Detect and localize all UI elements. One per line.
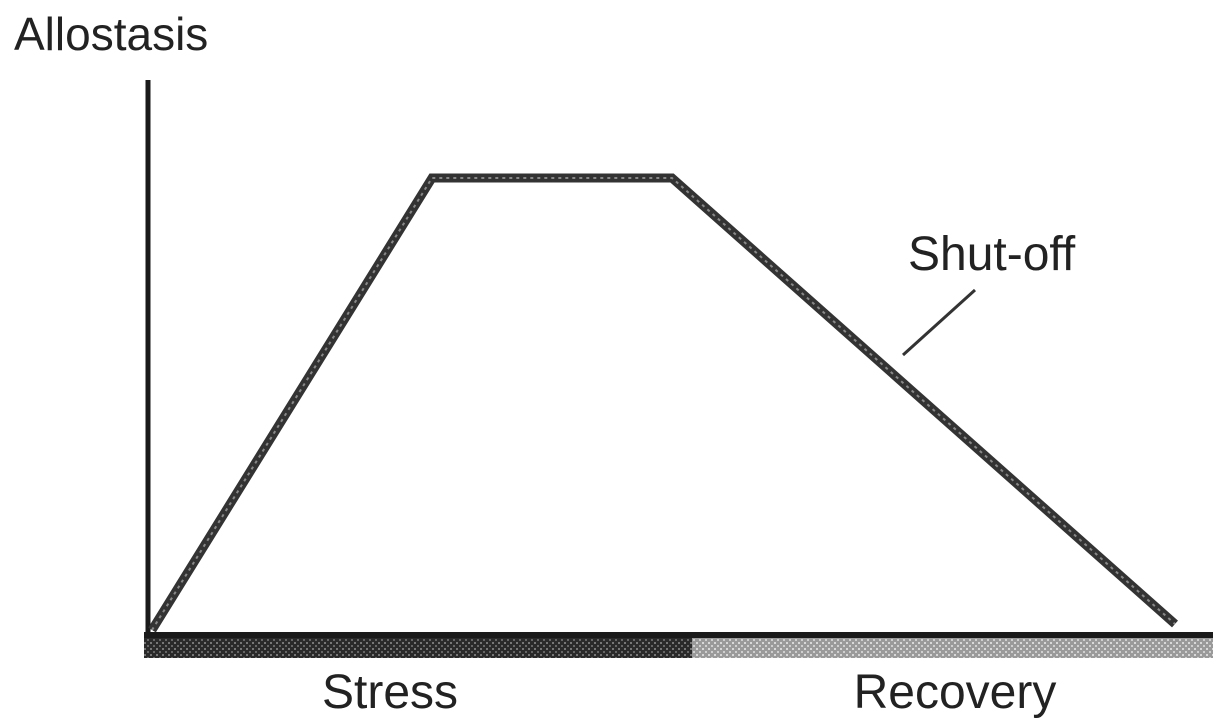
x-axis xyxy=(144,632,1213,638)
phase-label: Recovery xyxy=(854,666,1057,718)
phase-label: Stress xyxy=(322,666,458,718)
stress-bar xyxy=(144,638,692,658)
curve-texture xyxy=(151,177,1176,631)
annotation-label: Shut-off xyxy=(908,228,1076,281)
annotation-pointer xyxy=(901,288,977,357)
axis-label: Allostasis xyxy=(14,8,208,60)
recovery-bar xyxy=(692,638,1213,658)
